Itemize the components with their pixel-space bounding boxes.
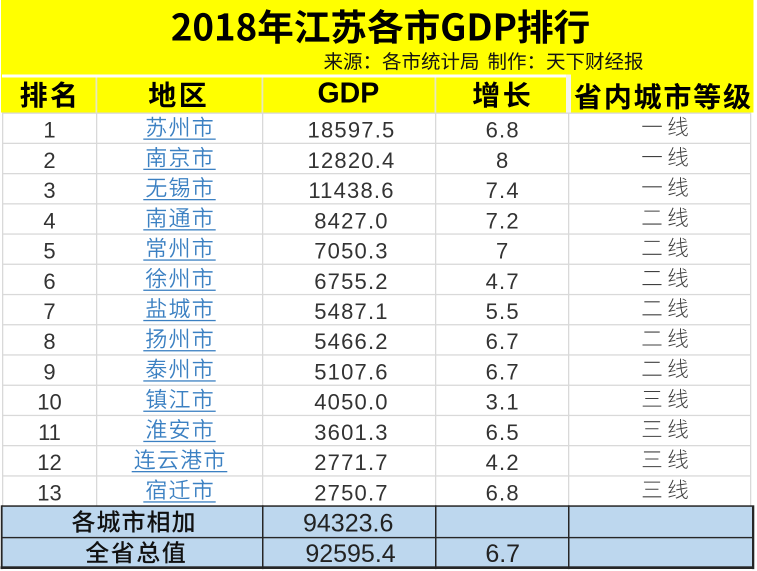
- svg-text:1: 1: [43, 118, 55, 143]
- svg-text:2750.7: 2750.7: [314, 480, 389, 505]
- svg-text:7.4: 7.4: [486, 178, 520, 203]
- svg-text:4.7: 4.7: [486, 269, 520, 294]
- svg-text:6755.2: 6755.2: [314, 269, 389, 294]
- svg-text:8427.0: 8427.0: [314, 208, 389, 233]
- svg-text:8: 8: [43, 329, 55, 354]
- svg-text:92595.4: 92595.4: [305, 540, 395, 568]
- svg-text:7: 7: [43, 299, 55, 324]
- svg-text:10: 10: [37, 390, 61, 415]
- svg-text:3601.3: 3601.3: [314, 420, 389, 445]
- svg-text:5487.1: 5487.1: [314, 299, 389, 324]
- svg-text:7: 7: [496, 239, 509, 264]
- svg-text:18597.5: 18597.5: [308, 118, 396, 143]
- svg-text:3.1: 3.1: [486, 390, 520, 415]
- svg-text:2771.7: 2771.7: [314, 450, 389, 475]
- svg-text:8: 8: [496, 148, 509, 173]
- svg-text:2: 2: [43, 148, 55, 173]
- svg-text:94323.6: 94323.6: [303, 509, 393, 537]
- svg-text:6.7: 6.7: [486, 329, 520, 354]
- svg-text:7.2: 7.2: [486, 208, 520, 233]
- svg-text:12: 12: [37, 450, 61, 475]
- svg-text:6.5: 6.5: [486, 420, 520, 445]
- svg-text:6.8: 6.8: [486, 118, 520, 143]
- svg-text:5466.2: 5466.2: [314, 329, 389, 354]
- svg-text:6: 6: [43, 269, 55, 294]
- svg-text:12820.4: 12820.4: [308, 148, 396, 173]
- svg-text:6.8: 6.8: [486, 480, 520, 505]
- svg-text:7050.3: 7050.3: [314, 239, 389, 264]
- svg-text:5.5: 5.5: [486, 299, 520, 324]
- svg-text:GDP: GDP: [318, 78, 380, 110]
- svg-text:11438.6: 11438.6: [308, 178, 394, 203]
- svg-text:13: 13: [37, 480, 61, 505]
- svg-text:5107.6: 5107.6: [314, 359, 389, 384]
- svg-text:6.7: 6.7: [486, 359, 520, 384]
- svg-text:4.2: 4.2: [486, 450, 520, 475]
- svg-text:3: 3: [43, 178, 55, 203]
- svg-text:6.7: 6.7: [485, 540, 520, 568]
- svg-text:11: 11: [38, 420, 61, 445]
- svg-text:9: 9: [43, 359, 55, 384]
- svg-text:5: 5: [43, 239, 55, 264]
- svg-text:4: 4: [43, 208, 55, 233]
- svg-text:4050.0: 4050.0: [314, 390, 389, 415]
